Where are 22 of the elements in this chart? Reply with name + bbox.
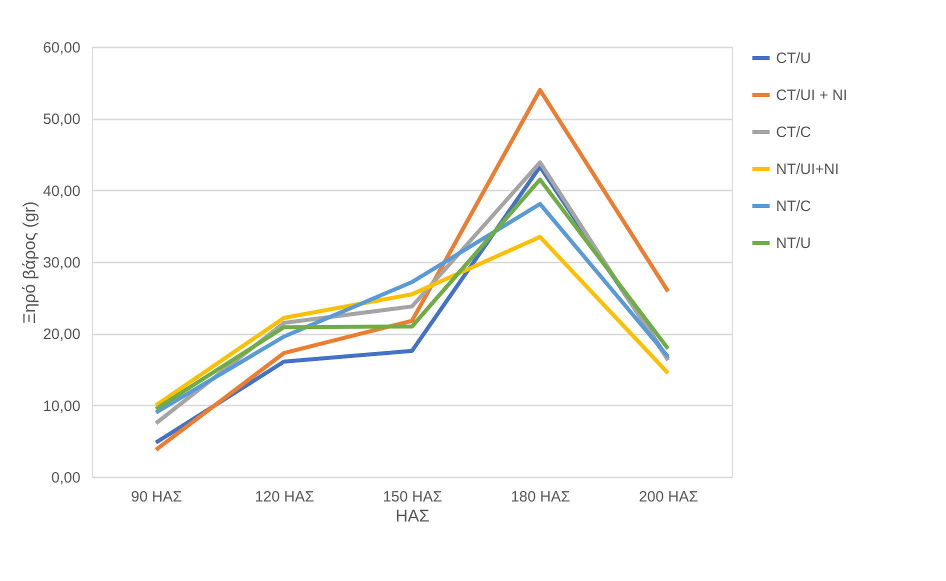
legend-label: NT/UI+NI — [776, 161, 839, 178]
x-tick-label: 120 ΗΑΣ — [254, 488, 314, 506]
x-axis-title: ΗΑΣ — [395, 506, 430, 526]
y-tick-label: 0,00 — [51, 470, 80, 486]
y-axis-title: Ξηρό βάρος (gr) — [20, 201, 39, 324]
x-tick-label: 150 ΗΑΣ — [382, 488, 442, 506]
y-tick-label: 20,00 — [42, 326, 80, 344]
line-series — [154, 88, 670, 452]
legend-label: CT/UI + NI — [776, 87, 848, 104]
legend-label: CT/U — [776, 50, 811, 67]
x-tick-label: 90 ΗΑΣ — [131, 488, 182, 506]
legend-label: CT/C — [776, 124, 812, 141]
legend-label: NT/U — [776, 235, 811, 252]
y-tick-label: 30,00 — [42, 254, 80, 272]
x-tick-label: 200 ΗΑΣ — [638, 488, 698, 506]
line-series — [154, 234, 670, 408]
y-tick-label: 60,00 — [42, 40, 80, 56]
x-tick-label: 180 ΗΑΣ — [510, 488, 570, 506]
legend-label: NT/C — [776, 198, 812, 215]
y-tick-label: 40,00 — [42, 182, 80, 200]
y-tick-label: 10,00 — [42, 398, 80, 415]
y-tick-label: 50,00 — [42, 111, 80, 128]
